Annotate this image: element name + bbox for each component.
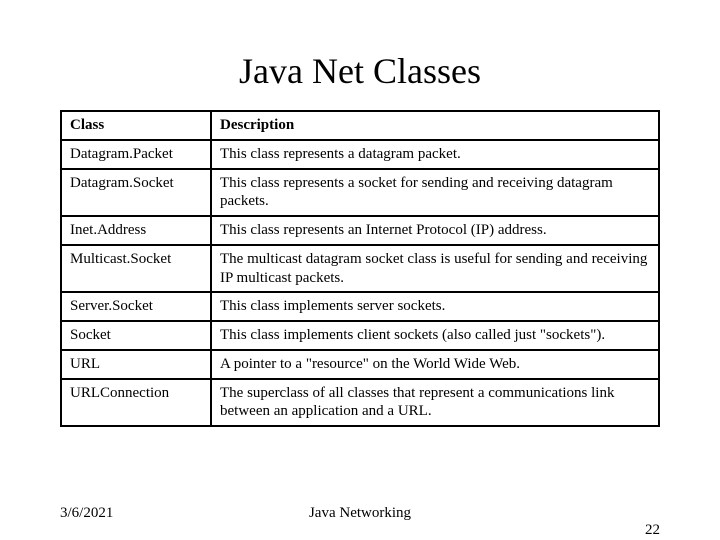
col-header-description: Description [211,111,659,140]
slide: Java Net Classes Class Description Datag… [0,0,720,540]
cell-description: This class implements client sockets (al… [211,321,659,350]
cell-class: Datagram.Socket [61,169,211,217]
table-row: Datagram.Socket This class represents a … [61,169,659,217]
table-row: Multicast.Socket The multicast datagram … [61,245,659,293]
page-title: Java Net Classes [60,50,660,92]
cell-description: The multicast datagram socket class is u… [211,245,659,293]
table-row: Datagram.Packet This class represents a … [61,140,659,169]
footer-title: Java Networking [60,505,660,522]
footer-date: 3/6/2021 [60,505,113,522]
table-row: Socket This class implements client sock… [61,321,659,350]
cell-description: The superclass of all classes that repre… [211,379,659,427]
slide-footer: 3/6/2021 Java Networking 22 [0,505,720,522]
cell-description: A pointer to a "resource" on the World W… [211,350,659,379]
col-header-class: Class [61,111,211,140]
table-row: Server.Socket This class implements serv… [61,292,659,321]
cell-class: Inet.Address [61,216,211,245]
cell-class: Multicast.Socket [61,245,211,293]
footer-page-number: 22 [645,522,660,539]
cell-class: URL [61,350,211,379]
cell-description: This class represents an Internet Protoc… [211,216,659,245]
table-header-row: Class Description [61,111,659,140]
cell-description: This class implements server sockets. [211,292,659,321]
cell-description: This class represents a socket for sendi… [211,169,659,217]
cell-class: URLConnection [61,379,211,427]
table-row: URLConnection The superclass of all clas… [61,379,659,427]
classes-table: Class Description Datagram.Packet This c… [60,110,660,427]
table-row: URL A pointer to a "resource" on the Wor… [61,350,659,379]
cell-class: Server.Socket [61,292,211,321]
table-row: Inet.Address This class represents an In… [61,216,659,245]
cell-class: Socket [61,321,211,350]
cell-class: Datagram.Packet [61,140,211,169]
cell-description: This class represents a datagram packet. [211,140,659,169]
